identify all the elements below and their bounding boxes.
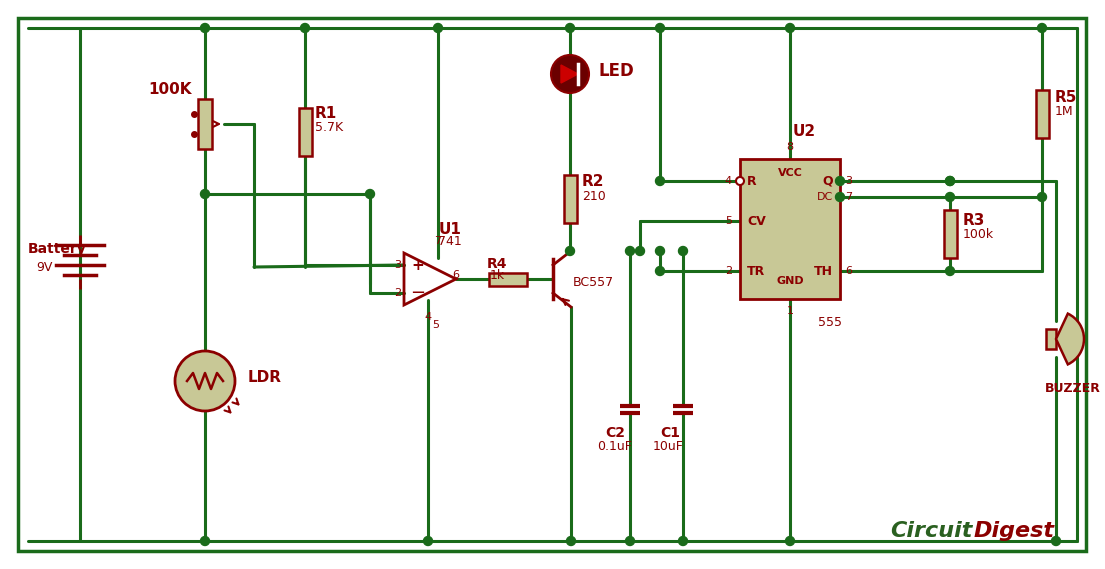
Text: 1: 1 bbox=[787, 306, 793, 316]
FancyBboxPatch shape bbox=[18, 18, 1086, 551]
Text: 4: 4 bbox=[725, 176, 732, 186]
Circle shape bbox=[625, 246, 634, 255]
Text: BC557: BC557 bbox=[573, 275, 614, 288]
Circle shape bbox=[635, 246, 644, 255]
Text: 7: 7 bbox=[434, 236, 442, 246]
Circle shape bbox=[1052, 537, 1061, 546]
Text: Digest: Digest bbox=[974, 521, 1055, 541]
FancyBboxPatch shape bbox=[944, 210, 957, 258]
Circle shape bbox=[835, 192, 844, 201]
Circle shape bbox=[678, 537, 687, 546]
Circle shape bbox=[946, 266, 955, 275]
Text: R: R bbox=[747, 175, 757, 188]
Circle shape bbox=[655, 266, 664, 275]
Text: U2: U2 bbox=[792, 123, 815, 138]
Text: GND: GND bbox=[776, 276, 803, 286]
Text: +: + bbox=[412, 258, 424, 273]
Circle shape bbox=[175, 351, 235, 411]
Circle shape bbox=[678, 246, 687, 255]
Text: 5: 5 bbox=[725, 216, 732, 226]
Circle shape bbox=[551, 55, 589, 93]
Circle shape bbox=[366, 189, 375, 199]
FancyBboxPatch shape bbox=[1046, 329, 1056, 349]
Circle shape bbox=[655, 23, 664, 32]
FancyBboxPatch shape bbox=[298, 108, 312, 156]
Text: 5: 5 bbox=[432, 320, 440, 330]
FancyBboxPatch shape bbox=[740, 159, 840, 299]
Text: 741: 741 bbox=[438, 234, 462, 248]
Circle shape bbox=[200, 537, 210, 546]
FancyBboxPatch shape bbox=[198, 99, 212, 149]
Circle shape bbox=[566, 23, 575, 32]
Text: 555: 555 bbox=[818, 316, 842, 329]
Text: 0.1uF: 0.1uF bbox=[598, 440, 632, 453]
Text: 2: 2 bbox=[725, 266, 732, 276]
Text: 3: 3 bbox=[394, 260, 401, 270]
Text: C2: C2 bbox=[606, 426, 625, 440]
Text: 2: 2 bbox=[394, 288, 401, 298]
Circle shape bbox=[423, 537, 432, 546]
Text: 3: 3 bbox=[845, 176, 852, 186]
Circle shape bbox=[1038, 23, 1046, 32]
FancyBboxPatch shape bbox=[1035, 90, 1049, 138]
Wedge shape bbox=[1056, 314, 1084, 364]
Text: U1: U1 bbox=[439, 221, 462, 237]
Text: CV: CV bbox=[747, 215, 766, 228]
Circle shape bbox=[625, 537, 634, 546]
Text: 7: 7 bbox=[845, 192, 852, 202]
Text: LED: LED bbox=[598, 62, 634, 80]
FancyBboxPatch shape bbox=[564, 175, 577, 223]
Text: 100K: 100K bbox=[148, 81, 191, 97]
Text: 6: 6 bbox=[845, 266, 852, 276]
Text: C1: C1 bbox=[660, 426, 680, 440]
Text: 1M: 1M bbox=[1055, 105, 1074, 118]
Text: LDR: LDR bbox=[248, 369, 282, 385]
Polygon shape bbox=[561, 65, 578, 83]
Circle shape bbox=[786, 23, 794, 32]
Text: 10uF: 10uF bbox=[653, 440, 683, 453]
Text: R5: R5 bbox=[1055, 89, 1077, 105]
Circle shape bbox=[200, 189, 210, 199]
Circle shape bbox=[200, 23, 210, 32]
Text: R3: R3 bbox=[962, 212, 986, 228]
Text: 100k: 100k bbox=[962, 228, 995, 241]
Circle shape bbox=[835, 176, 844, 185]
Text: Battery: Battery bbox=[28, 242, 87, 256]
Text: 1k: 1k bbox=[490, 269, 505, 282]
Circle shape bbox=[946, 176, 955, 185]
Text: 4: 4 bbox=[424, 312, 432, 322]
FancyBboxPatch shape bbox=[490, 273, 527, 286]
Text: DC: DC bbox=[817, 192, 833, 202]
Text: 6: 6 bbox=[453, 270, 460, 280]
Circle shape bbox=[433, 23, 442, 32]
Circle shape bbox=[655, 176, 664, 185]
Text: TH: TH bbox=[814, 265, 833, 278]
Text: 5.7K: 5.7K bbox=[315, 121, 344, 134]
Text: 8: 8 bbox=[787, 142, 793, 152]
Circle shape bbox=[567, 537, 576, 546]
Text: 9V: 9V bbox=[36, 261, 52, 274]
Text: TR: TR bbox=[747, 265, 766, 278]
Text: R4: R4 bbox=[486, 257, 507, 271]
Circle shape bbox=[786, 537, 794, 546]
Text: Circuit: Circuit bbox=[890, 521, 972, 541]
Circle shape bbox=[1038, 192, 1046, 201]
Text: Q: Q bbox=[822, 175, 833, 188]
Circle shape bbox=[946, 192, 955, 201]
Text: −: − bbox=[410, 284, 425, 302]
Circle shape bbox=[655, 246, 664, 255]
Text: BUZZER: BUZZER bbox=[1045, 382, 1101, 395]
Circle shape bbox=[736, 177, 744, 185]
Circle shape bbox=[566, 246, 575, 255]
Circle shape bbox=[301, 23, 309, 32]
Text: R1: R1 bbox=[315, 105, 337, 121]
Text: VCC: VCC bbox=[778, 168, 802, 178]
Circle shape bbox=[946, 176, 955, 185]
Text: 210: 210 bbox=[582, 189, 606, 203]
Text: R2: R2 bbox=[582, 174, 604, 188]
